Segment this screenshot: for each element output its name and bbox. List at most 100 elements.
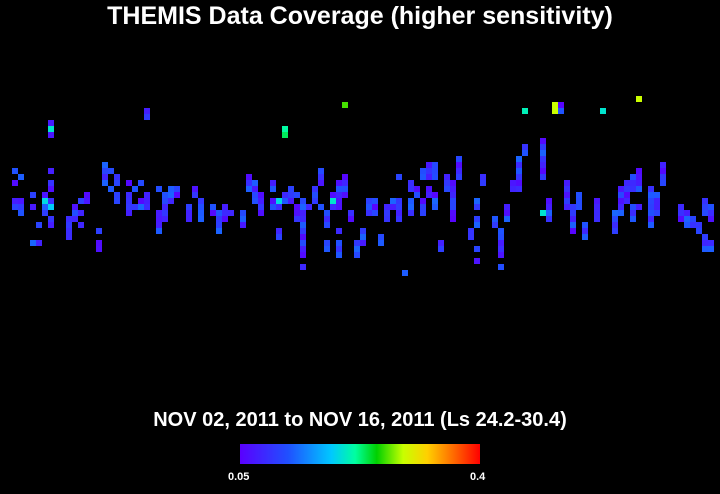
coverage-cell xyxy=(498,234,504,240)
coverage-cell xyxy=(48,180,54,186)
coverage-cell xyxy=(564,180,570,186)
coverage-cell xyxy=(456,162,462,168)
coverage-cell xyxy=(288,186,294,192)
coverage-cell xyxy=(594,210,600,216)
coverage-cell xyxy=(126,198,132,204)
coverage-cell xyxy=(684,210,690,216)
coverage-cell xyxy=(48,168,54,174)
coverage-cell xyxy=(30,240,36,246)
chart-subtitle: NOV 02, 2011 to NOV 16, 2011 (Ls 24.2-30… xyxy=(153,409,567,431)
coverage-cell xyxy=(300,264,306,270)
coverage-cell xyxy=(252,192,258,198)
coverage-cell xyxy=(618,198,624,204)
coverage-cell xyxy=(144,114,150,120)
coverage-cell xyxy=(72,216,78,222)
coverage-cell xyxy=(630,210,636,216)
coverage-cell xyxy=(690,222,696,228)
coverage-cell xyxy=(336,228,342,234)
coverage-cell xyxy=(18,204,24,210)
coverage-cell xyxy=(510,180,516,186)
coverage-cell xyxy=(66,234,72,240)
coverage-cell xyxy=(48,222,54,228)
coverage-cell xyxy=(426,162,432,168)
coverage-cell xyxy=(324,246,330,252)
coverage-cell xyxy=(276,234,282,240)
coverage-cell xyxy=(480,174,486,180)
coverage-cell xyxy=(372,204,378,210)
coverage-cell xyxy=(216,216,222,222)
coverage-cell xyxy=(576,198,582,204)
coverage-cell xyxy=(48,132,54,138)
coverage-cell xyxy=(444,180,450,186)
coverage-cell xyxy=(564,186,570,192)
coverage-cell xyxy=(324,210,330,216)
coverage-cell xyxy=(570,228,576,234)
coverage-cell xyxy=(270,204,276,210)
coverage-cell xyxy=(216,228,222,234)
coverage-cell xyxy=(12,204,18,210)
coverage-cell xyxy=(372,198,378,204)
coverage-cell xyxy=(168,186,174,192)
coverage-cell xyxy=(420,168,426,174)
coverage-cell xyxy=(450,198,456,204)
coverage-cell xyxy=(546,204,552,210)
coverage-cell xyxy=(336,240,342,246)
coverage-cell xyxy=(540,156,546,162)
coverage-cell xyxy=(114,192,120,198)
coverage-cell xyxy=(162,210,168,216)
coverage-cell xyxy=(540,174,546,180)
coverage-cell xyxy=(72,210,78,216)
coverage-cell xyxy=(222,210,228,216)
coverage-cell xyxy=(546,210,552,216)
coverage-cell xyxy=(42,192,48,198)
coverage-cell xyxy=(636,174,642,180)
coverage-cell xyxy=(684,222,690,228)
coverage-cell xyxy=(390,198,396,204)
coverage-cell xyxy=(444,174,450,180)
coverage-cell xyxy=(372,210,378,216)
coverage-cell xyxy=(684,216,690,222)
coverage-cell xyxy=(426,174,432,180)
coverage-cell xyxy=(384,204,390,210)
coverage-cell xyxy=(570,222,576,228)
coverage-cell xyxy=(708,210,714,216)
coverage-cell xyxy=(18,210,24,216)
coverage-cell xyxy=(354,246,360,252)
coverage-cell xyxy=(246,186,252,192)
coverage-cell xyxy=(384,216,390,222)
coverage-cell xyxy=(474,246,480,252)
coverage-cell xyxy=(444,186,450,192)
coverage-cell xyxy=(498,246,504,252)
coverage-cell xyxy=(84,198,90,204)
coverage-cell xyxy=(252,198,258,204)
coverage-cell xyxy=(48,198,54,204)
coverage-cell xyxy=(360,234,366,240)
coverage-cell xyxy=(594,204,600,210)
coverage-cell xyxy=(696,228,702,234)
coverage-cell xyxy=(558,102,564,108)
coverage-cell xyxy=(492,216,498,222)
coverage-cell xyxy=(516,186,522,192)
coverage-cell xyxy=(300,198,306,204)
coverage-cell xyxy=(96,240,102,246)
coverage-cell xyxy=(162,204,168,210)
coverage-cell xyxy=(696,222,702,228)
coverage-cell xyxy=(342,174,348,180)
coverage-cell xyxy=(384,210,390,216)
coverage-cell xyxy=(48,186,54,192)
coverage-cell xyxy=(618,186,624,192)
coverage-cell xyxy=(258,192,264,198)
coverage-cell xyxy=(300,252,306,258)
coverage-cell xyxy=(504,204,510,210)
coverage-cell xyxy=(66,222,72,228)
coverage-cell xyxy=(702,210,708,216)
coverage-cell xyxy=(198,216,204,222)
coverage-cell xyxy=(156,222,162,228)
coverage-cell xyxy=(294,204,300,210)
coverage-cell xyxy=(336,186,342,192)
coverage-cell xyxy=(162,216,168,222)
coverage-cell xyxy=(96,246,102,252)
coverage-cell xyxy=(30,192,36,198)
coverage-cell xyxy=(240,216,246,222)
coverage-cell xyxy=(438,246,444,252)
